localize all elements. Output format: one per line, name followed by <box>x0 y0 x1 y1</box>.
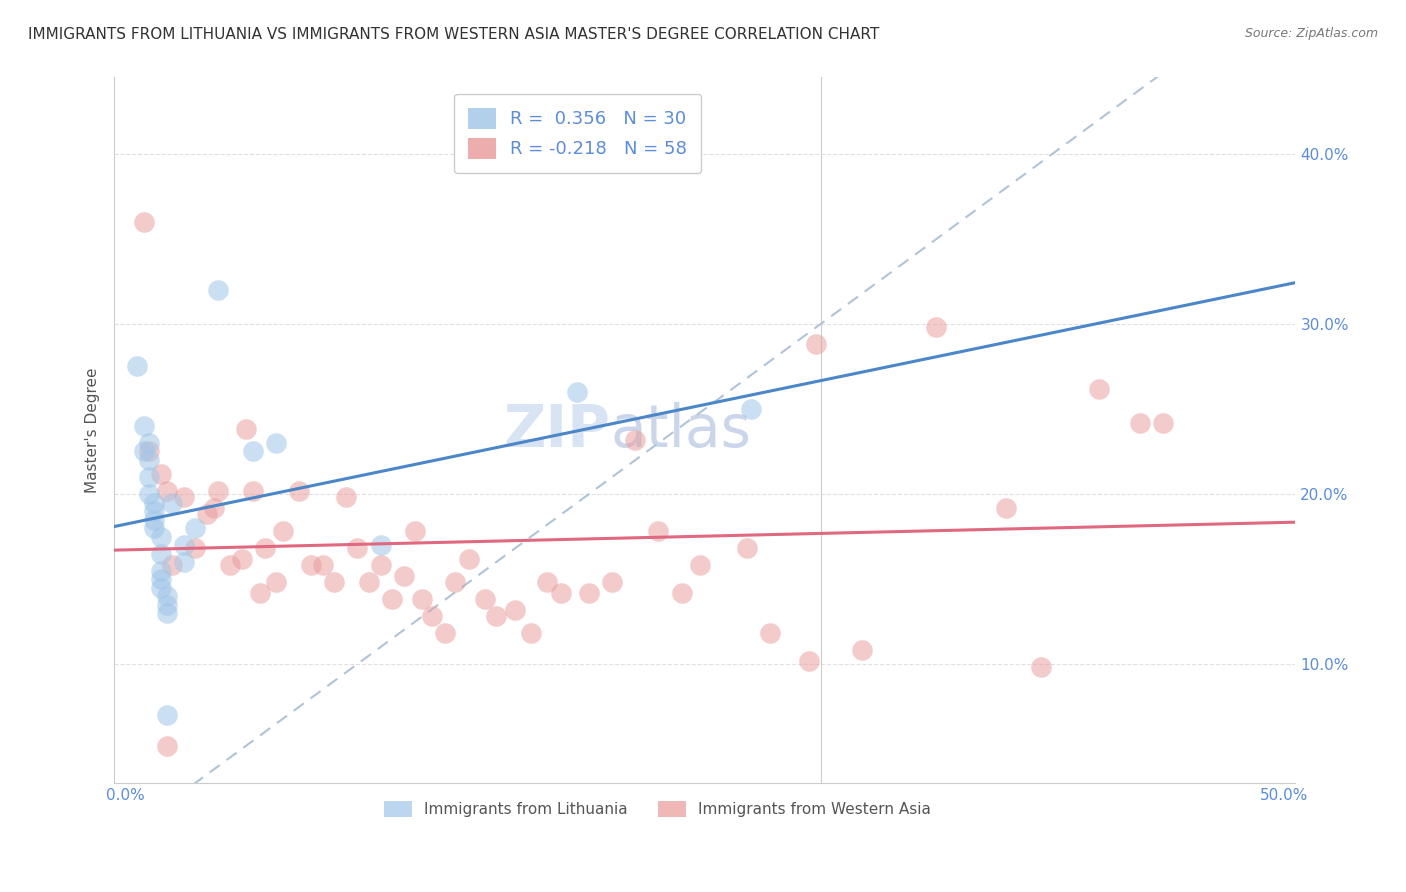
Point <box>149 467 172 481</box>
Point <box>520 626 543 640</box>
Point <box>142 521 165 535</box>
Point <box>485 609 508 624</box>
Point <box>149 581 172 595</box>
Point <box>160 495 183 509</box>
Point <box>207 483 229 498</box>
Point <box>851 643 873 657</box>
Point <box>219 558 242 573</box>
Point <box>134 419 156 434</box>
Point <box>567 384 589 399</box>
Point <box>156 708 179 723</box>
Point <box>804 337 827 351</box>
Point <box>474 592 496 607</box>
Point <box>149 572 172 586</box>
Point <box>271 524 294 539</box>
Point <box>138 436 160 450</box>
Point <box>457 551 479 566</box>
Point <box>173 491 195 505</box>
Y-axis label: Master's Degree: Master's Degree <box>86 368 100 493</box>
Point <box>370 538 392 552</box>
Point <box>134 444 156 458</box>
Point <box>288 483 311 498</box>
Point <box>740 402 762 417</box>
Point <box>434 626 457 640</box>
Point <box>160 558 183 573</box>
Point <box>235 422 257 436</box>
Point <box>149 547 172 561</box>
Point <box>671 585 693 599</box>
Point <box>184 541 207 556</box>
Point <box>173 555 195 569</box>
Point <box>249 585 271 599</box>
Point <box>503 602 526 616</box>
Point <box>536 575 558 590</box>
Point <box>156 606 179 620</box>
Point <box>1029 660 1052 674</box>
Point <box>149 564 172 578</box>
Point <box>392 568 415 582</box>
Point <box>600 575 623 590</box>
Point <box>138 444 160 458</box>
Point <box>311 558 333 573</box>
Point <box>1152 416 1174 430</box>
Point <box>1087 382 1109 396</box>
Point <box>173 538 195 552</box>
Point <box>253 541 276 556</box>
Point <box>404 524 426 539</box>
Point <box>138 487 160 501</box>
Point <box>138 470 160 484</box>
Point <box>156 589 179 603</box>
Point <box>202 500 225 515</box>
Point <box>242 483 264 498</box>
Point <box>195 508 218 522</box>
Point <box>299 558 322 573</box>
Point <box>142 512 165 526</box>
Point <box>370 558 392 573</box>
Point <box>127 359 149 374</box>
Point <box>156 483 179 498</box>
Point <box>381 592 404 607</box>
Point <box>411 592 433 607</box>
Point <box>758 626 780 640</box>
Point <box>357 575 380 590</box>
Point <box>797 654 820 668</box>
Point <box>142 504 165 518</box>
Text: Source: ZipAtlas.com: Source: ZipAtlas.com <box>1244 27 1378 40</box>
Point <box>242 444 264 458</box>
Point <box>266 575 288 590</box>
Point <box>134 215 156 229</box>
Point <box>550 585 572 599</box>
Text: ZIP: ZIP <box>503 401 610 458</box>
Point <box>346 541 368 556</box>
Point <box>335 491 357 505</box>
Point <box>266 436 288 450</box>
Point <box>184 521 207 535</box>
Point <box>443 575 465 590</box>
Point <box>138 453 160 467</box>
Point <box>156 739 179 753</box>
Point <box>207 283 229 297</box>
Point <box>925 320 948 334</box>
Legend: Immigrants from Lithuania, Immigrants from Western Asia: Immigrants from Lithuania, Immigrants fr… <box>377 794 938 825</box>
Point <box>323 575 346 590</box>
Point <box>578 585 600 599</box>
Point <box>1129 416 1152 430</box>
Point <box>142 495 165 509</box>
Point <box>420 609 443 624</box>
Point <box>689 558 711 573</box>
Point <box>624 433 647 447</box>
Point <box>994 500 1017 515</box>
Point <box>647 524 669 539</box>
Point <box>156 598 179 612</box>
Point <box>735 541 758 556</box>
Point <box>149 529 172 543</box>
Point <box>231 551 253 566</box>
Text: IMMIGRANTS FROM LITHUANIA VS IMMIGRANTS FROM WESTERN ASIA MASTER'S DEGREE CORREL: IMMIGRANTS FROM LITHUANIA VS IMMIGRANTS … <box>28 27 879 42</box>
Text: atlas: atlas <box>610 401 751 458</box>
